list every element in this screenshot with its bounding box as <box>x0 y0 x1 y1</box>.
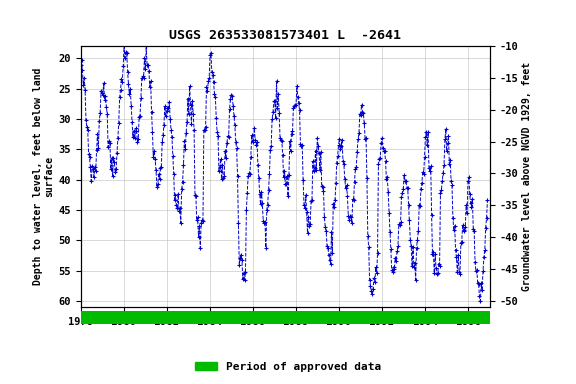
Legend: Period of approved data: Period of approved data <box>191 358 385 377</box>
Title: USGS 263533081573401 L  -2641: USGS 263533081573401 L -2641 <box>169 29 401 42</box>
Y-axis label: Groundwater level above NGVD 1929, feet: Groundwater level above NGVD 1929, feet <box>522 62 532 291</box>
Y-axis label: Depth to water level, feet below land
surface: Depth to water level, feet below land su… <box>33 68 54 285</box>
